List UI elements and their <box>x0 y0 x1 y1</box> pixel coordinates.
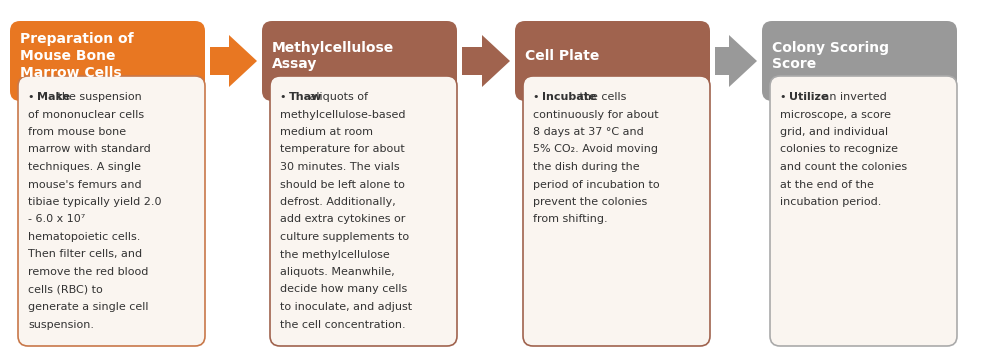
Text: medium at room: medium at room <box>280 127 373 137</box>
Polygon shape <box>229 35 257 87</box>
Text: Incubate: Incubate <box>542 92 596 102</box>
Bar <box>210 47 229 75</box>
Text: methylcellulose-based: methylcellulose-based <box>280 109 406 119</box>
Text: Cell Plate: Cell Plate <box>525 49 599 63</box>
Text: microscope, a score: microscope, a score <box>780 109 891 119</box>
Text: cells (RBC) to: cells (RBC) to <box>28 284 103 295</box>
Text: Make: Make <box>37 92 70 102</box>
Text: culture supplements to: culture supplements to <box>280 232 409 242</box>
Text: Methylcellulose
Assay: Methylcellulose Assay <box>272 41 394 71</box>
Text: Colony Scoring
Score: Colony Scoring Score <box>772 41 889 71</box>
FancyBboxPatch shape <box>270 76 457 346</box>
Text: the methylcellulose: the methylcellulose <box>280 249 390 260</box>
FancyBboxPatch shape <box>262 21 457 101</box>
Text: the dish during the: the dish during the <box>533 162 640 172</box>
Text: •: • <box>280 92 290 102</box>
Text: marrow with standard: marrow with standard <box>28 144 151 155</box>
Text: at the end of the: at the end of the <box>780 179 874 190</box>
Text: colonies to recognize: colonies to recognize <box>780 144 898 155</box>
FancyBboxPatch shape <box>10 21 205 101</box>
Text: prevent the colonies: prevent the colonies <box>533 197 647 207</box>
FancyBboxPatch shape <box>762 21 957 101</box>
Text: decide how many cells: decide how many cells <box>280 284 407 295</box>
Text: •: • <box>533 92 543 102</box>
FancyBboxPatch shape <box>523 76 710 346</box>
Text: - 6.0 x 10⁷: - 6.0 x 10⁷ <box>28 214 85 225</box>
Text: from shifting.: from shifting. <box>533 214 608 225</box>
Text: Preparation of
Mouse Bone
Marrow Cells: Preparation of Mouse Bone Marrow Cells <box>20 32 134 80</box>
Text: •: • <box>780 92 790 102</box>
Text: continuously for about: continuously for about <box>533 109 659 119</box>
Text: from mouse bone: from mouse bone <box>28 127 126 137</box>
Text: hematopoietic cells.: hematopoietic cells. <box>28 232 140 242</box>
Text: remove the red blood: remove the red blood <box>28 267 148 277</box>
Text: the suspension: the suspension <box>54 92 142 102</box>
Text: of mononuclear cells: of mononuclear cells <box>28 109 144 119</box>
Text: the cell concentration.: the cell concentration. <box>280 319 406 330</box>
Bar <box>462 47 482 75</box>
Text: tibiae typically yield 2.0: tibiae typically yield 2.0 <box>28 197 162 207</box>
Text: defrost. Additionally,: defrost. Additionally, <box>280 197 396 207</box>
Text: mouse's femurs and: mouse's femurs and <box>28 179 142 190</box>
Text: •: • <box>28 92 38 102</box>
Bar <box>715 47 729 75</box>
Text: an inverted: an inverted <box>819 92 886 102</box>
FancyBboxPatch shape <box>770 76 957 346</box>
Text: to inoculate, and adjust: to inoculate, and adjust <box>280 302 412 312</box>
Text: aliquots of: aliquots of <box>306 92 368 102</box>
Text: add extra cytokines or: add extra cytokines or <box>280 214 405 225</box>
FancyBboxPatch shape <box>18 76 205 346</box>
Text: techniques. A single: techniques. A single <box>28 162 141 172</box>
Text: period of incubation to: period of incubation to <box>533 179 660 190</box>
Polygon shape <box>482 35 510 87</box>
FancyBboxPatch shape <box>515 21 710 101</box>
Text: and count the colonies: and count the colonies <box>780 162 907 172</box>
Text: 30 minutes. The vials: 30 minutes. The vials <box>280 162 400 172</box>
Text: aliquots. Meanwhile,: aliquots. Meanwhile, <box>280 267 395 277</box>
Text: 8 days at 37 °C and: 8 days at 37 °C and <box>533 127 644 137</box>
Text: Thaw: Thaw <box>289 92 322 102</box>
Text: generate a single cell: generate a single cell <box>28 302 148 312</box>
Text: temperature for about: temperature for about <box>280 144 405 155</box>
Text: 5% CO₂. Avoid moving: 5% CO₂. Avoid moving <box>533 144 658 155</box>
Text: incubation period.: incubation period. <box>780 197 881 207</box>
Polygon shape <box>729 35 757 87</box>
Text: Then filter cells, and: Then filter cells, and <box>28 249 142 260</box>
Text: should be left alone to: should be left alone to <box>280 179 405 190</box>
Text: Utilize: Utilize <box>789 92 828 102</box>
Text: the cells: the cells <box>576 92 626 102</box>
Text: grid, and individual: grid, and individual <box>780 127 888 137</box>
Text: suspension.: suspension. <box>28 319 94 330</box>
